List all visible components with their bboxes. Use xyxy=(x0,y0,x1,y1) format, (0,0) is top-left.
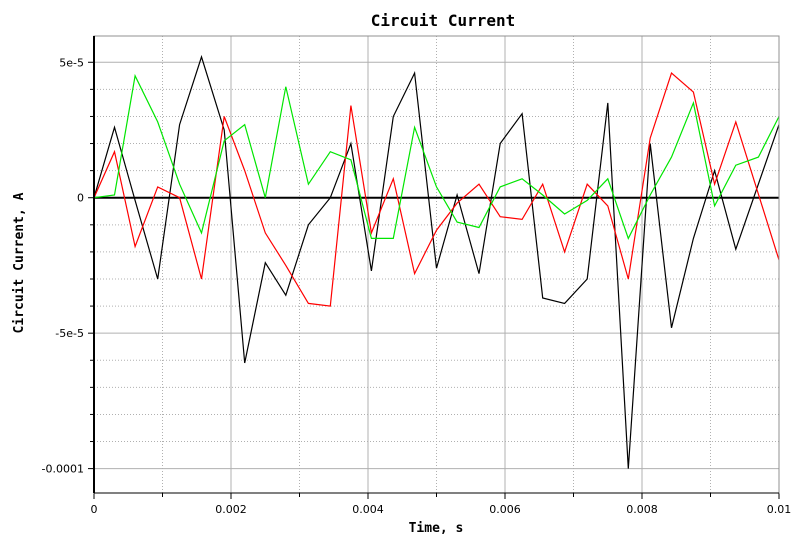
series-line-black xyxy=(93,54,780,469)
x-tick-label: 0.002 xyxy=(215,503,247,516)
tick-labels: 0 0.002 0.004 0.006 0.008 0.01 5e-5 0 -5e-5 -0.00… xyxy=(42,56,792,516)
series-line-red xyxy=(93,72,780,307)
y-tick-label: 5e-5 xyxy=(59,56,84,69)
y-tick-label: -0.0001 xyxy=(42,463,84,476)
x-tick-label: 0 xyxy=(91,503,98,516)
y-tick-label: 0 xyxy=(77,192,84,205)
chart-title: Circuit Current xyxy=(371,11,516,30)
x-tick-label: 0.01 xyxy=(767,503,792,516)
x-axis-label: Time, s xyxy=(409,521,464,536)
x-tick-label: 0.008 xyxy=(626,503,658,516)
grid xyxy=(93,36,780,493)
x-tick-label: 0.004 xyxy=(352,503,384,516)
y-axis-label: Circuit Current, A xyxy=(12,192,27,333)
axis-ticks xyxy=(88,61,780,499)
x-tick-label: 0.006 xyxy=(489,503,521,516)
plot-series xyxy=(93,54,780,469)
plot-frame xyxy=(93,35,780,494)
series-line-green xyxy=(93,73,780,240)
y-tick-label: -5e-5 xyxy=(55,327,84,340)
